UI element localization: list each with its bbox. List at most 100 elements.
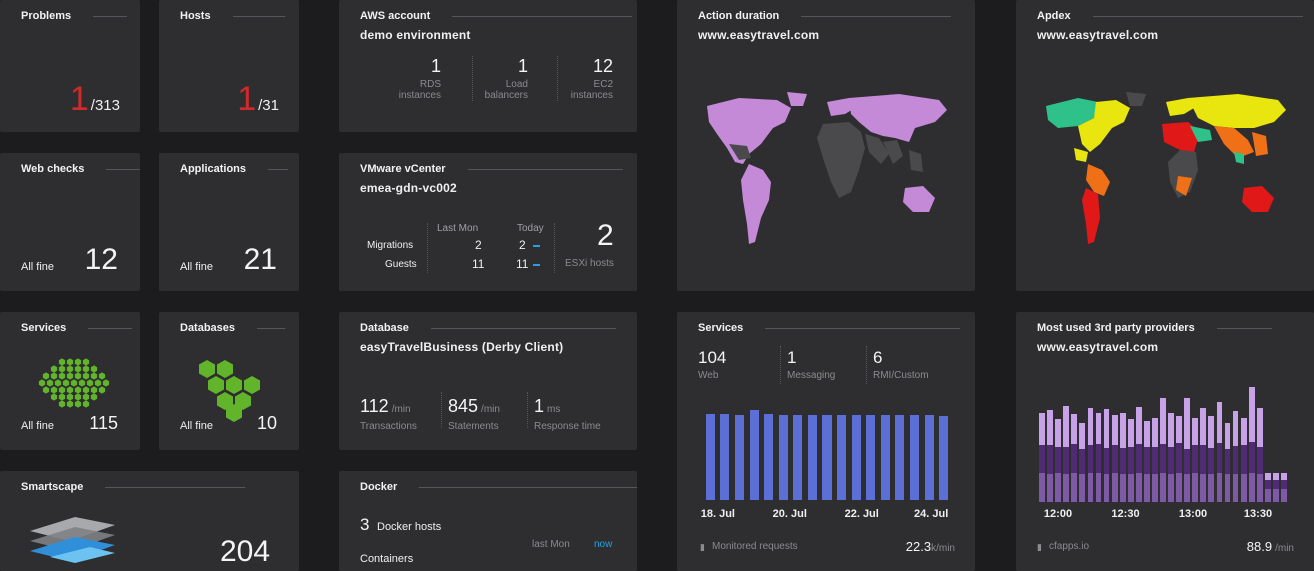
third-party-tile[interactable]: Most used 3rd party providers www.easytr… xyxy=(1016,312,1314,571)
tile-title: Database xyxy=(360,322,616,334)
x-tick-label: 13:30 xyxy=(1243,508,1273,520)
service-hexagon xyxy=(82,386,90,394)
chart-bar-segment xyxy=(1095,412,1102,445)
chart-bar-segment xyxy=(1055,419,1062,447)
footer-label: cfapps.io xyxy=(1049,541,1090,552)
footer-value: 22.3k/min xyxy=(905,539,955,554)
chart-bar-segment xyxy=(1273,472,1279,480)
service-hexagon xyxy=(82,365,90,373)
esxi-value: 2 xyxy=(597,219,614,252)
cell-value: 11 xyxy=(472,257,485,271)
tile-title: Docker xyxy=(360,481,637,493)
chart-bar xyxy=(939,416,949,500)
chart-bar xyxy=(749,410,759,500)
service-hexagon xyxy=(58,393,66,401)
chart-bar-segment xyxy=(1208,474,1215,502)
tile-subtitle: emea-gdn-vc002 xyxy=(360,181,457,195)
chart-bar-segment xyxy=(1152,474,1158,502)
service-hexagon xyxy=(74,393,82,401)
chart-bar-segment xyxy=(1224,423,1231,449)
chart-bar-segment xyxy=(1184,448,1191,475)
chart-bar-segment xyxy=(1127,419,1134,447)
services-chart-tile[interactable]: Services 104 Web 1 Messaging 6 RMI/Custo… xyxy=(677,312,975,571)
chart-bar-segment xyxy=(1200,473,1207,502)
service-hexagon xyxy=(66,372,74,380)
tile-subtitle: easyTravelBusiness (Derby Client) xyxy=(360,340,564,354)
tile-title: Apdex xyxy=(1037,10,1303,22)
row-label: Migrations xyxy=(367,240,414,251)
databases-tile[interactable]: Databases All fine 10 xyxy=(159,312,299,450)
chart-bar-segment xyxy=(1281,479,1287,490)
db-stat: 112/min Transactions xyxy=(360,396,417,432)
chart-bar-segment xyxy=(1127,474,1134,502)
aws-stat: 1 RDS instances xyxy=(398,56,441,101)
services-tile[interactable]: Services All fine 115 xyxy=(0,312,140,450)
chart-bar-segment xyxy=(1168,412,1174,447)
apdex-tile[interactable]: Apdex www.easytravel.com xyxy=(1016,0,1314,291)
chart-bar xyxy=(895,415,905,500)
aws-account-tile[interactable]: AWS account demo environment 1 RDS insta… xyxy=(339,0,637,132)
chart-bar-segment xyxy=(1264,489,1271,502)
chart-bar-segment xyxy=(1216,401,1223,444)
database-tile[interactable]: Database easyTravelBusiness (Derby Clien… xyxy=(339,312,637,450)
tile-subtitle: www.easytravel.com xyxy=(698,28,820,42)
chart-bar-segment xyxy=(1087,472,1094,502)
docker-tile[interactable]: Docker 3 Docker hosts last Mon now Conta… xyxy=(339,471,637,571)
tile-title: Applications xyxy=(180,163,289,175)
service-hexagon xyxy=(74,358,82,366)
service-hexagon xyxy=(46,379,54,387)
chart-bar-segment xyxy=(1127,446,1134,475)
chart-bar-segment xyxy=(1063,474,1070,502)
chart-bar-segment xyxy=(1168,474,1174,502)
chart-bar-segment xyxy=(1216,443,1223,473)
service-hexagon xyxy=(58,372,66,380)
chart-bar xyxy=(910,415,920,500)
chart-bar-segment xyxy=(1119,447,1126,474)
chart-bar-segment xyxy=(1184,474,1191,502)
chart-bar-segment xyxy=(1264,479,1271,490)
chart-bar-segment xyxy=(1240,417,1247,446)
chart-bar-segment xyxy=(1119,412,1126,448)
x-axis: 12:00 12:30 13:00 13:30 xyxy=(1038,508,1288,522)
tile-title: VMware vCenter xyxy=(360,163,623,175)
x-axis: 18. Jul 20. Jul 22. Jul 24. Jul xyxy=(700,508,951,522)
service-hexagon xyxy=(66,393,74,401)
chart-bar-segment xyxy=(1135,444,1142,473)
service-hexagon xyxy=(50,393,58,401)
vmware-tile[interactable]: VMware vCenter emea-gdn-vc002 Last Mon T… xyxy=(339,153,637,291)
chart-bar-segment xyxy=(1039,412,1045,446)
trend-dash-icon xyxy=(533,264,540,266)
tile-title: Databases xyxy=(180,322,286,334)
chart-bar xyxy=(851,414,861,500)
chart-bar-segment xyxy=(1168,446,1174,475)
tile-title: Web checks xyxy=(21,163,140,175)
hosts-tile[interactable]: Hosts 1 /31 xyxy=(159,0,299,132)
chart-bar-segment xyxy=(1256,408,1263,447)
applications-tile[interactable]: Applications All fine 21 xyxy=(159,153,299,291)
x-tick-label: 22. Jul xyxy=(844,508,879,520)
tile-subtitle: www.easytravel.com xyxy=(1037,340,1159,354)
services-hexagon-cluster xyxy=(38,358,110,408)
service-hexagon xyxy=(102,379,110,387)
action-duration-tile[interactable]: Action duration www.easytravel.com xyxy=(677,0,975,291)
bar-chart-icon: ▮ xyxy=(1037,542,1042,552)
chart-bar-segment xyxy=(1135,472,1142,502)
x-tick-label: 18. Jul xyxy=(700,508,735,520)
service-hexagon xyxy=(42,372,50,380)
tile-subtitle: demo environment xyxy=(360,28,471,42)
chart-bar-segment xyxy=(1087,408,1094,446)
tile-title: Services xyxy=(21,322,133,334)
chart-bar-segment xyxy=(1152,417,1158,447)
chart-bar-segment xyxy=(1208,415,1215,448)
web-checks-tile[interactable]: Web checks All fine 12 xyxy=(0,153,140,291)
chart-bar-segment xyxy=(1256,446,1263,475)
chart-bar-segment xyxy=(1160,472,1166,502)
chart-bar-segment xyxy=(1256,474,1263,502)
chart-bar-segment xyxy=(1119,473,1126,502)
chart-bar-segment xyxy=(1103,409,1110,448)
chart-bar-segment xyxy=(1273,479,1279,490)
service-hexagon xyxy=(98,372,106,380)
tile-title: Action duration xyxy=(698,10,952,22)
smartscape-tile[interactable]: Smartscape 204 xyxy=(0,471,299,571)
problems-tile[interactable]: Problems 1 /313 xyxy=(0,0,140,132)
